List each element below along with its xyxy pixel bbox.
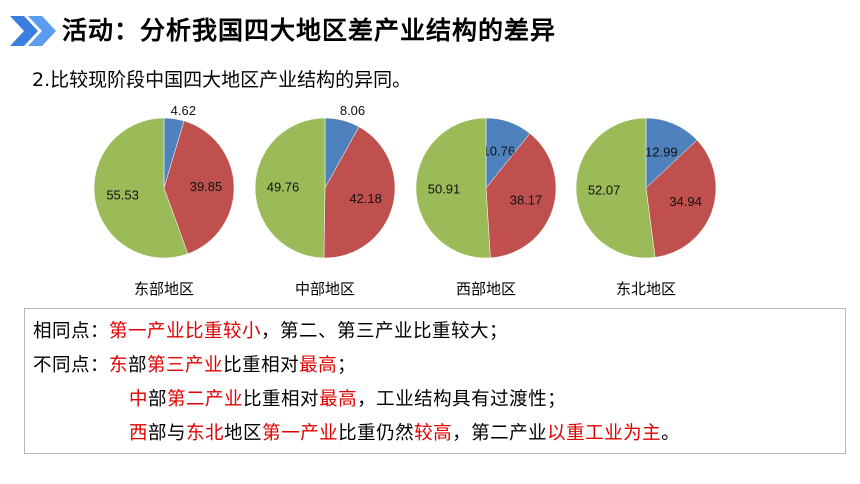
pie-chart-title: 西部地区 (456, 280, 516, 298)
summary-text: 比重相对 (243, 389, 320, 410)
pie-data-label: 34.94 (669, 194, 702, 209)
pie-slice-tertiary-industry (575, 117, 656, 259)
pie-data-label: 39.85 (190, 179, 223, 194)
pie-data-label: 42.18 (349, 191, 382, 206)
summary-line-diff-east: 不同点：东部第三产业比重相对最高； (33, 353, 356, 379)
highlight-text: 中 (129, 389, 149, 410)
summary-text: 比重相对 (223, 355, 300, 376)
pie-data-label: 50.91 (428, 181, 461, 196)
pie-data-label: 55.53 (106, 187, 139, 202)
highlight-text: 最高 (319, 389, 358, 410)
summary-text: ，第二、第三产业比重较大； (261, 321, 509, 342)
summary-text: ，工业结构具有过渡性； (357, 389, 567, 410)
pie-data-label: 10.76 (483, 144, 516, 159)
highlight-text: 第三产业 (147, 355, 224, 376)
double-chevron-icon (10, 16, 56, 46)
summary-text: 地区 (224, 423, 263, 444)
pie-slice-secondary-industry (485, 133, 557, 259)
pie-chart: 4.62 39.85 55.53 东部地区 (93, 104, 235, 298)
highlight-text: 第一产业比重较小 (109, 321, 262, 342)
highlight-text: 第一产业 (262, 423, 339, 444)
pie-charts: 4.62 39.85 55.53 东部地区 8.06 42.18 49.76 中部地区 10.7… (93, 104, 717, 298)
summary-box: 相同点：第一产业比重较小，第二、第三产业比重较大； 不同点：东部第三产业比重相对… (24, 308, 846, 454)
pie-data-label: 12.99 (645, 145, 678, 160)
summary-line-diff-west-northeast: 西部与东北地区第一产业比重仍然较高，第二产业以重工业为主。 (129, 421, 680, 447)
pie-chart-title: 东部地区 (134, 280, 194, 298)
pie-slice-primary-industry (645, 117, 698, 189)
pie-chart-title: 东北地区 (616, 280, 676, 298)
pie-slice-secondary-industry (645, 139, 717, 258)
pie-chart: 8.06 42.18 49.76 中部地区 (254, 104, 396, 298)
pie-slice-tertiary-industry (93, 117, 189, 259)
pie-data-label: 8.06 (340, 104, 365, 118)
pie-data-label: 4.62 (171, 104, 196, 118)
summary-text: ，第二产业 (452, 423, 548, 444)
pie-slice-tertiary-industry (415, 117, 491, 259)
summary-text: 。 (661, 423, 681, 444)
pie-data-label: 38.17 (510, 193, 543, 208)
summary-line-diff-central: 中部第二产业比重相对最高，工业结构具有过渡性； (129, 387, 566, 413)
pie-chart: 10.76 38.17 50.91 西部地区 (415, 117, 557, 298)
page-title: 活动：分析我国四大地区差产业结构的差异 (62, 16, 557, 45)
pie-data-label: 52.07 (588, 183, 621, 198)
highlight-text: 较高 (414, 423, 453, 444)
highlight-text: 以重工业为主 (547, 423, 662, 444)
summary-text: 部与 (148, 423, 187, 444)
pie-slice-secondary-industry (163, 120, 235, 255)
page-subtitle: 2.比较现阶段中国四大地区产业结构的异同。 (32, 69, 412, 91)
summary-text: 部 (128, 355, 148, 376)
highlight-text: 东 (109, 355, 129, 376)
summary-text: 比重仍然 (338, 423, 415, 444)
pie-chart: 12.99 34.94 52.07 东北地区 (575, 117, 717, 298)
summary-text: 相同点： (33, 321, 110, 342)
pie-chart-title: 中部地区 (295, 280, 355, 298)
pie-slice-tertiary-industry (254, 117, 326, 259)
highlight-text: 第二产业 (167, 389, 244, 410)
pie-slice-secondary-industry (323, 126, 396, 259)
highlight-text: 西 (129, 423, 149, 444)
summary-line-same: 相同点：第一产业比重较小，第二、第三产业比重较大； (33, 319, 508, 345)
summary-text: 不同点： (33, 355, 110, 376)
summary-text: 部 (148, 389, 168, 410)
highlight-text: 东北 (186, 423, 225, 444)
pie-data-label: 49.76 (267, 180, 300, 195)
highlight-text: 最高 (299, 355, 338, 376)
summary-text: ； (337, 355, 357, 376)
